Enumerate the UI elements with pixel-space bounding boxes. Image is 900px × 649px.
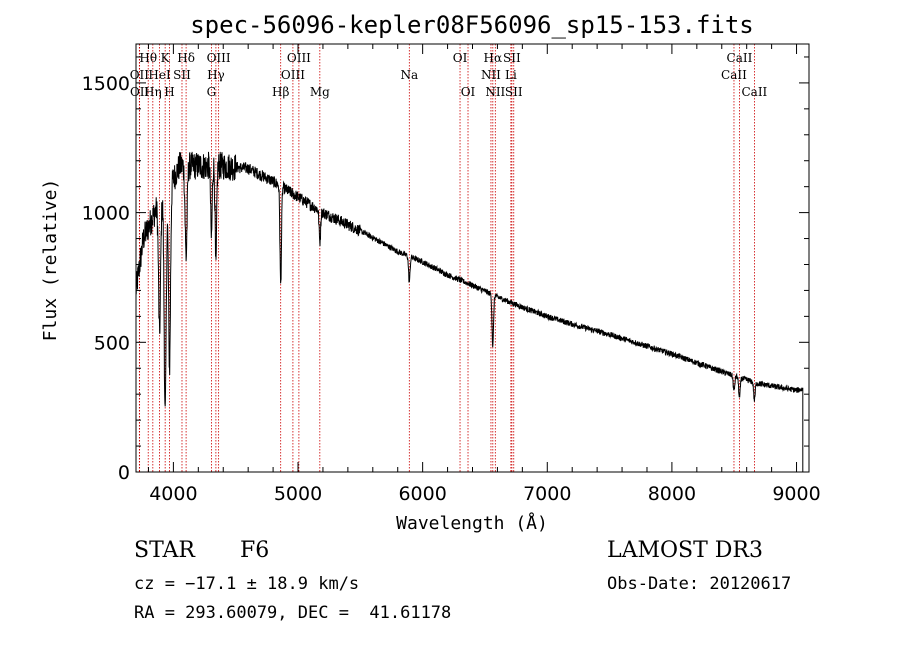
line-marker-labels: HθOIIOIIHηHeIKHSIIHδGHγOIIIHβOIIIOIIIMgN… <box>130 51 768 99</box>
line-marker-label: Mg <box>310 85 330 99</box>
line-marker-label: H <box>164 85 174 99</box>
x-tick-label: 5000 <box>274 483 322 505</box>
x-axis-label: Wavelength (Å) <box>396 512 548 534</box>
redshift-text: cz = −17.1 ± 18.9 km/s <box>134 574 360 594</box>
line-marker-label: OI <box>461 85 476 99</box>
y-tick-label: 500 <box>94 332 130 354</box>
line-marker-label: Hθ <box>139 51 157 65</box>
line-marker-label: K <box>161 51 171 65</box>
line-marker-label: Hγ <box>207 68 225 82</box>
x-tick-label: 6000 <box>398 483 446 505</box>
object-class: STAR <box>134 538 195 563</box>
line-marker-label: Hη <box>144 85 162 99</box>
survey-name: LAMOST DR3 <box>607 538 763 563</box>
line-marker-label: Hα <box>484 51 503 65</box>
line-markers <box>138 44 755 472</box>
line-marker-label: Hδ <box>177 51 195 65</box>
line-marker-label: OII <box>130 85 150 99</box>
x-tick-label: 4000 <box>149 483 197 505</box>
x-axis: 4000 5000 6000 7000 8000 9000 <box>147 44 821 505</box>
plot-frame <box>135 43 810 473</box>
y-tick-label: 0 <box>118 462 130 484</box>
chart-title: spec-56096-kepler08F56096_sp15-153.fits <box>190 11 754 39</box>
y-tick-label: 1000 <box>82 203 130 225</box>
y-axis: 0 500 1000 1500 <box>82 56 809 484</box>
spectrum-series <box>135 151 804 472</box>
obs-date: Obs-Date: 20120617 <box>607 574 792 594</box>
x-tick-label: 9000 <box>772 483 820 505</box>
line-marker-label: CaII <box>721 68 747 82</box>
x-tick-label: 8000 <box>648 483 696 505</box>
y-axis-label: Flux (relative) <box>40 179 61 342</box>
line-marker-label: OI <box>453 51 468 65</box>
line-marker-label: Li <box>505 68 517 82</box>
line-marker-label: Hβ <box>272 85 289 99</box>
line-marker-label: G <box>207 85 217 99</box>
line-marker-label: OIII <box>207 51 231 65</box>
line-marker-label: NII <box>481 68 501 82</box>
line-marker-label: SII <box>503 51 521 65</box>
spectrum-line <box>135 151 804 472</box>
y-tick-label: 1500 <box>82 73 130 95</box>
line-marker-label: OIII <box>281 68 305 82</box>
line-marker-label: CaII <box>727 51 753 65</box>
subclass: F6 <box>240 538 270 563</box>
line-marker-label: NII <box>485 85 505 99</box>
line-marker-label: HeI <box>148 68 171 82</box>
line-marker-label: OII <box>130 68 150 82</box>
line-marker-label: OIII <box>287 51 311 65</box>
line-marker-label: CaII <box>741 85 767 99</box>
coordinates: RA = 293.60079, DEC = 41.61178 <box>134 603 452 623</box>
line-marker-label: SII <box>173 68 191 82</box>
line-marker-label: SII <box>505 85 523 99</box>
line-marker-label: Na <box>400 68 418 82</box>
x-tick-label: 7000 <box>523 483 571 505</box>
